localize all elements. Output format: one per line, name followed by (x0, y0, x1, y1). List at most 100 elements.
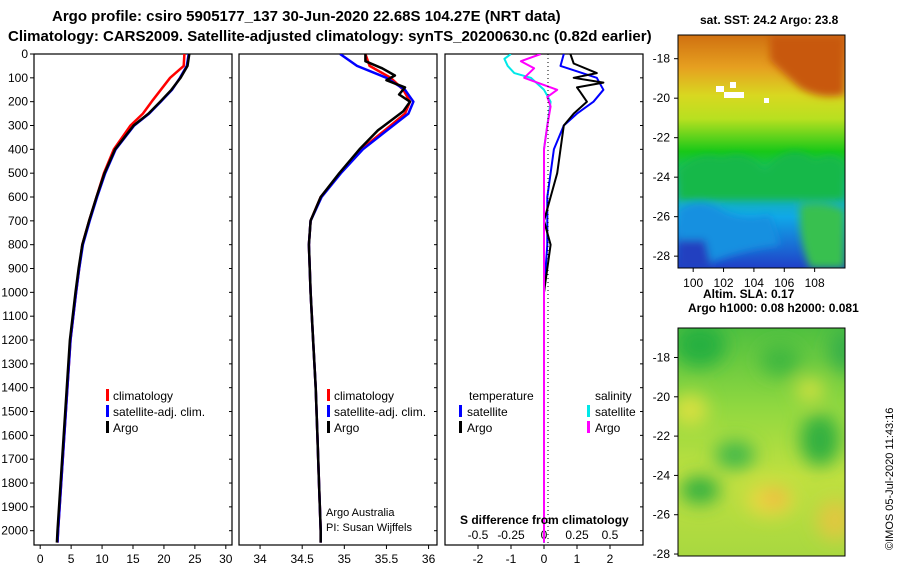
x-tick-label: 5 (68, 552, 75, 566)
legend-title-temperature: temperature (469, 389, 534, 403)
sla-map-title: Altim. SLA: 0.17 (703, 287, 795, 301)
legend-swatch-temp-argo (459, 421, 462, 433)
lat-tick-label: -24 (653, 170, 671, 184)
depth-tick-label: 1200 (1, 333, 28, 347)
x-tick-label: 2 (607, 552, 614, 566)
legend-label-temp-argo: Argo (467, 421, 493, 435)
depth-tick-label: 1100 (2, 309, 28, 323)
x-tick-label: 1 (574, 552, 581, 566)
imos-stamp: ©IMOS 05-Jul-2020 11:43:16 (884, 408, 896, 550)
depth-tick-label: 1400 (1, 381, 28, 395)
depth-tick-label: 600 (8, 190, 28, 204)
lat-tick-label: -26 (653, 508, 671, 522)
depth-tick-label: 800 (8, 238, 28, 252)
depth-tick-label: 1800 (1, 476, 28, 490)
depth-tick-label: 0 (21, 47, 28, 61)
legend-swatch-sal-argo (587, 421, 590, 433)
legend-swatch-satellite (327, 405, 330, 417)
series-line-satellite-adj-clim- (307, 54, 415, 543)
difference-lines (503, 54, 605, 543)
salinity-diff-tick-label: -0.25 (497, 528, 525, 542)
lon-tick-label: 104 (744, 276, 764, 290)
salinity-diff-tick-label: 0.25 (565, 528, 589, 542)
legend-label-satellite: satellite-adj. clim. (113, 405, 205, 419)
credit-pi: PI: Susan Wijffels (326, 522, 412, 534)
lat-tick-label: -24 (653, 468, 671, 482)
sst-no-data-3 (730, 82, 736, 88)
legend-label-climatology: climatology (334, 389, 394, 403)
x-tick-label: 10 (95, 552, 109, 566)
sst-cool-tongue (678, 152, 845, 200)
legend-swatch-satellite (106, 405, 109, 417)
depth-tick-label: 1300 (1, 357, 28, 371)
difference-axis-label: S difference from climatology (460, 513, 629, 527)
sst-lat-ticks: -18 -20 -22 -24 -26 -28 (653, 52, 678, 263)
depth-tick-label: 500 (8, 166, 28, 180)
lat-tick-label: -20 (653, 390, 671, 404)
x-tick-label: -1 (506, 552, 517, 566)
sla-lat-ticks: -18 -20 -22 -24 -26 -28 (653, 350, 678, 561)
sst-no-data-1 (716, 86, 724, 92)
depth-tick-label: 700 (8, 214, 28, 228)
sst-deep-blue (678, 240, 712, 268)
legend-swatch-temp-satellite (459, 405, 462, 417)
x-tick-label: 30 (219, 552, 233, 566)
legend-swatch-argo (327, 421, 330, 433)
lat-tick-label: -22 (653, 429, 671, 443)
depth-tick-label: 200 (8, 95, 28, 109)
header-line-1: Argo profile: csiro 5905177_137 30-Jun-2… (52, 8, 561, 25)
difference-legend: temperature satellite Argo salinity sate… (459, 389, 636, 435)
legend-swatch-argo (106, 421, 109, 433)
temperature-x-ticks: 0 5 10 15 20 25 30 (37, 53, 233, 566)
lat-tick-label: -28 (653, 249, 671, 263)
depth-tick-label: 300 (8, 119, 28, 133)
series-line-satellite-adj-clim- (56, 54, 190, 543)
x-tick-label: 34.5 (291, 552, 315, 566)
temperature-lines (55, 54, 191, 543)
salinity-diff-tick-label: 0.5 (602, 528, 619, 542)
sst-green-right (799, 203, 845, 268)
legend-swatch-climatology (327, 389, 330, 401)
x-tick-label: 34 (253, 552, 267, 566)
sla-orange (765, 492, 785, 504)
series-line-salinity-argo (519, 54, 559, 543)
salinity-plot-frame (238, 53, 438, 546)
legend-label-sal-argo: Argo (595, 421, 621, 435)
lat-tick-label: -20 (653, 91, 671, 105)
sla-yellow-4 (796, 378, 824, 402)
sst-lon-ticks: 100 102 104 106 108 (683, 268, 825, 290)
sla-green-3 (800, 414, 840, 466)
lat-tick-label: -18 (653, 52, 671, 66)
depth-tick-label: 100 (8, 71, 28, 85)
legend-label-satellite: satellite-adj. clim. (334, 405, 426, 419)
x-tick-label: 25 (188, 552, 202, 566)
lat-tick-label: -22 (653, 131, 671, 145)
x-tick-label: 15 (126, 552, 140, 566)
legend-label-climatology: climatology (113, 389, 173, 403)
series-line-argo (307, 54, 412, 543)
difference-x-ticks: -2 -1 0 1 2 (473, 53, 643, 566)
sla-map-frame (677, 327, 846, 557)
sla-map-image (678, 328, 845, 556)
sla-green-1 (678, 328, 726, 367)
sla-green-6 (829, 328, 845, 372)
sst-map-title: sat. SST: 24.2 Argo: 23.8 (700, 13, 839, 27)
series-line-temperature-satellite (543, 54, 605, 543)
salinity-diff-tick-label: -0.5 (468, 528, 489, 542)
depth-axis: 0 100 200 300 400 500 600 700 800 900 1000 1100 1200… (1, 47, 34, 538)
legend-label-temp-satellite: satellite (467, 405, 508, 419)
sla-yellow-3 (817, 500, 845, 540)
lat-tick-label: -26 (653, 210, 671, 224)
sla-map-subtitle: Argo h1000: 0.08 h2000: 0.081 (688, 301, 859, 315)
temperature-legend: climatology satellite-adj. clim. Argo (106, 389, 205, 435)
lon-tick-label: 108 (805, 276, 825, 290)
x-tick-label: 0 (37, 552, 44, 566)
depth-tick-label: 1000 (1, 285, 28, 299)
sla-green-5 (715, 441, 755, 469)
salinity-lines (307, 54, 415, 543)
sst-no-data-2 (724, 92, 744, 98)
header-line-2: Climatology: CARS2009. Satellite-adjuste… (8, 28, 652, 45)
lon-tick-label: 102 (714, 276, 734, 290)
